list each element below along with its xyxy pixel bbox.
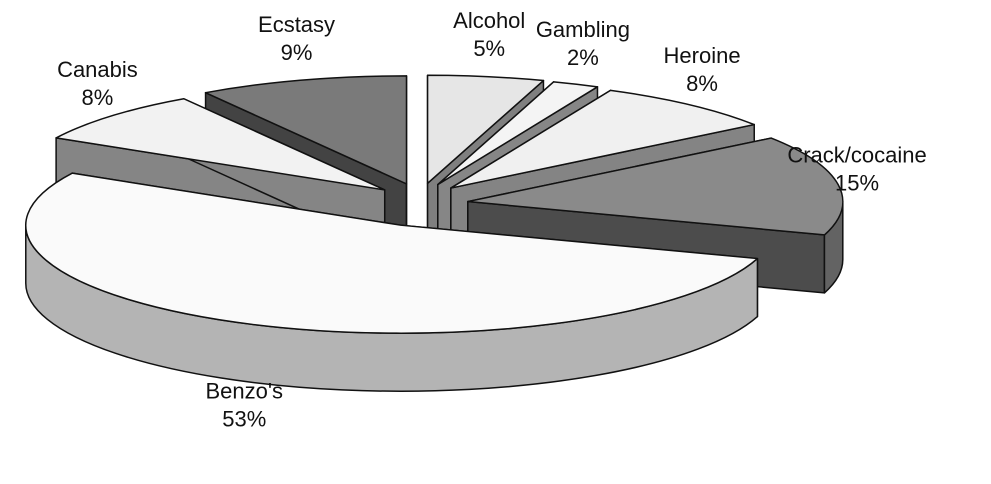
slice-top	[437, 81, 599, 186]
slice-label: Canabis	[57, 57, 138, 82]
slice-top	[467, 137, 844, 236]
slice-value-label: 8%	[82, 85, 114, 110]
slice-label: Ecstasy	[258, 12, 335, 37]
slice-value-label: 9%	[281, 40, 313, 65]
slice-top	[450, 89, 755, 189]
slice-value-label: 2%	[567, 45, 599, 70]
slice-value-label: 5%	[473, 36, 505, 61]
slice-label: Crack/cocaine	[787, 142, 926, 167]
slice-label: Alcohol	[453, 8, 525, 33]
slice-value-label: 8%	[686, 71, 718, 96]
slice-label: Benzo's	[205, 379, 283, 404]
slice	[25, 172, 759, 392]
slice-label: Heroine	[664, 43, 741, 68]
slice-top	[25, 172, 759, 334]
slice-value-label: 15%	[835, 170, 879, 195]
slice-label: Gambling	[536, 17, 630, 42]
slice-value-label: 53%	[222, 407, 266, 432]
slice-top	[55, 98, 386, 191]
slice-top	[426, 74, 545, 185]
slice-top	[204, 75, 408, 185]
